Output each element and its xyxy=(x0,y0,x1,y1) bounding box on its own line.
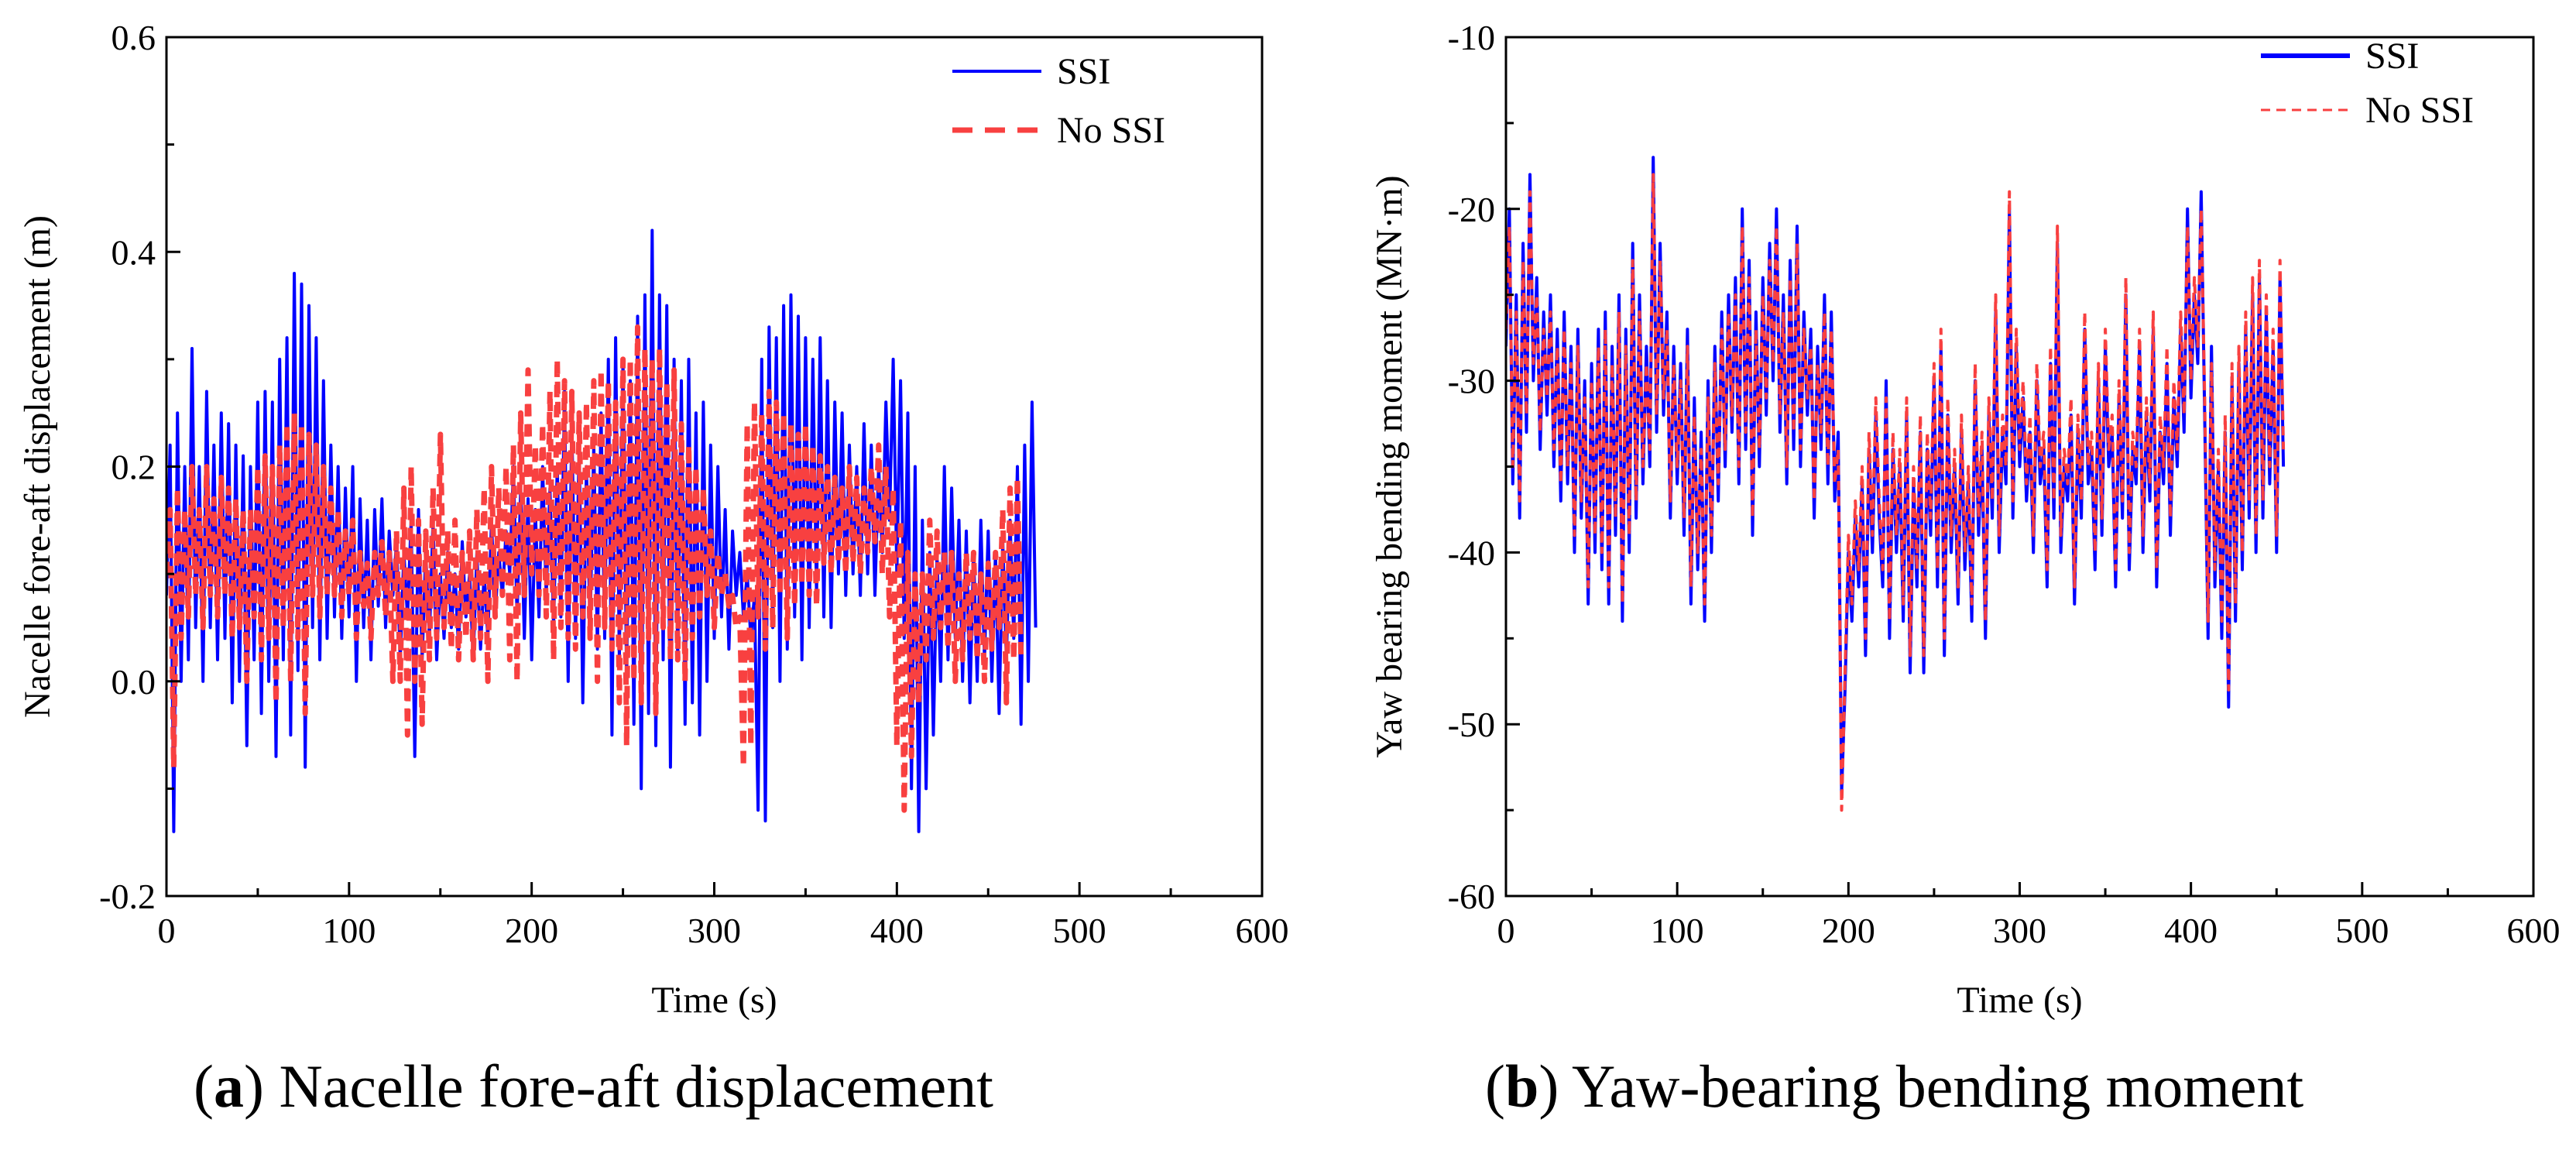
x-tick-label: 0 xyxy=(158,911,176,950)
y-tick-label: 0.2 xyxy=(111,448,156,487)
y-tick-label: -10 xyxy=(1448,18,1495,57)
x-tick-label: 200 xyxy=(505,911,558,950)
legend-label-ssi: SSI xyxy=(2365,36,2419,77)
caption-b-letter: b xyxy=(1504,1052,1539,1120)
x-tick-label: 400 xyxy=(2164,911,2218,950)
chart-panel-a: 0 100 200 300 400 500 600 -0.2 0.0 0.2 0.4 0.6 Time … xyxy=(17,18,1289,1021)
x-tick-label: 100 xyxy=(322,911,376,950)
x-tick-label: 300 xyxy=(688,911,741,950)
y-tick-label: -40 xyxy=(1448,533,1495,572)
x-tick-label: 0 xyxy=(1497,911,1515,950)
legend-label-ssi: SSI xyxy=(1057,51,1110,92)
legend-label-no-ssi: No SSI xyxy=(1057,110,1165,151)
y-tick-label: 0.6 xyxy=(111,18,156,57)
x-axis-title: Time (s) xyxy=(1957,980,2082,1021)
x-tick-label: 600 xyxy=(2507,911,2561,950)
y-tick-label: 0.0 xyxy=(111,662,156,702)
caption-a: (a) Nacelle fore-aft displacement xyxy=(194,1052,993,1120)
x-tick-label: 500 xyxy=(1053,911,1106,950)
series-group xyxy=(1506,156,2286,812)
y-tick-label: -60 xyxy=(1448,877,1495,916)
series-group xyxy=(166,228,1038,833)
y-tick-label: 0.4 xyxy=(111,232,156,272)
caption-a-letter: a xyxy=(213,1052,244,1120)
x-tick-label: 200 xyxy=(1822,911,1875,950)
caption-b-text: Yaw-bearing bending moment xyxy=(1571,1052,2304,1120)
y-axis-title: Yaw bearing bending moment (MN·m) xyxy=(1369,175,1410,757)
y-tick-label: -20 xyxy=(1448,190,1495,229)
y-tick-label: -50 xyxy=(1448,705,1495,744)
legend-label-no-ssi: No SSI xyxy=(2365,90,2474,131)
series-line-no-ssi xyxy=(1506,173,2286,812)
y-axis-title: Nacelle fore-aft displacement (m) xyxy=(17,215,58,718)
y-tick-label: -30 xyxy=(1448,362,1495,401)
x-tick-label: 500 xyxy=(2335,911,2389,950)
y-tick-label: -0.2 xyxy=(99,877,156,916)
legend: SSI No SSI xyxy=(2261,36,2474,131)
series-line-no-ssi xyxy=(166,324,1024,813)
legend: SSI No SSI xyxy=(952,51,1165,151)
caption-a-text: Nacelle fore-aft displacement xyxy=(279,1052,993,1120)
series-line-ssi xyxy=(166,228,1038,833)
x-tick-label: 400 xyxy=(870,911,924,950)
caption-b: (b) Yaw-bearing bending moment xyxy=(1485,1052,2304,1120)
chart-panel-b: 0 100 200 300 400 500 600 -60 -50 -40 -30 -20 -10 Tim… xyxy=(1369,18,2561,1021)
x-tick-label: 300 xyxy=(1993,911,2046,950)
x-tick-label: 600 xyxy=(1236,911,1289,950)
x-axis-title: Time (s) xyxy=(651,980,777,1021)
x-tick-label: 100 xyxy=(1651,911,1704,950)
